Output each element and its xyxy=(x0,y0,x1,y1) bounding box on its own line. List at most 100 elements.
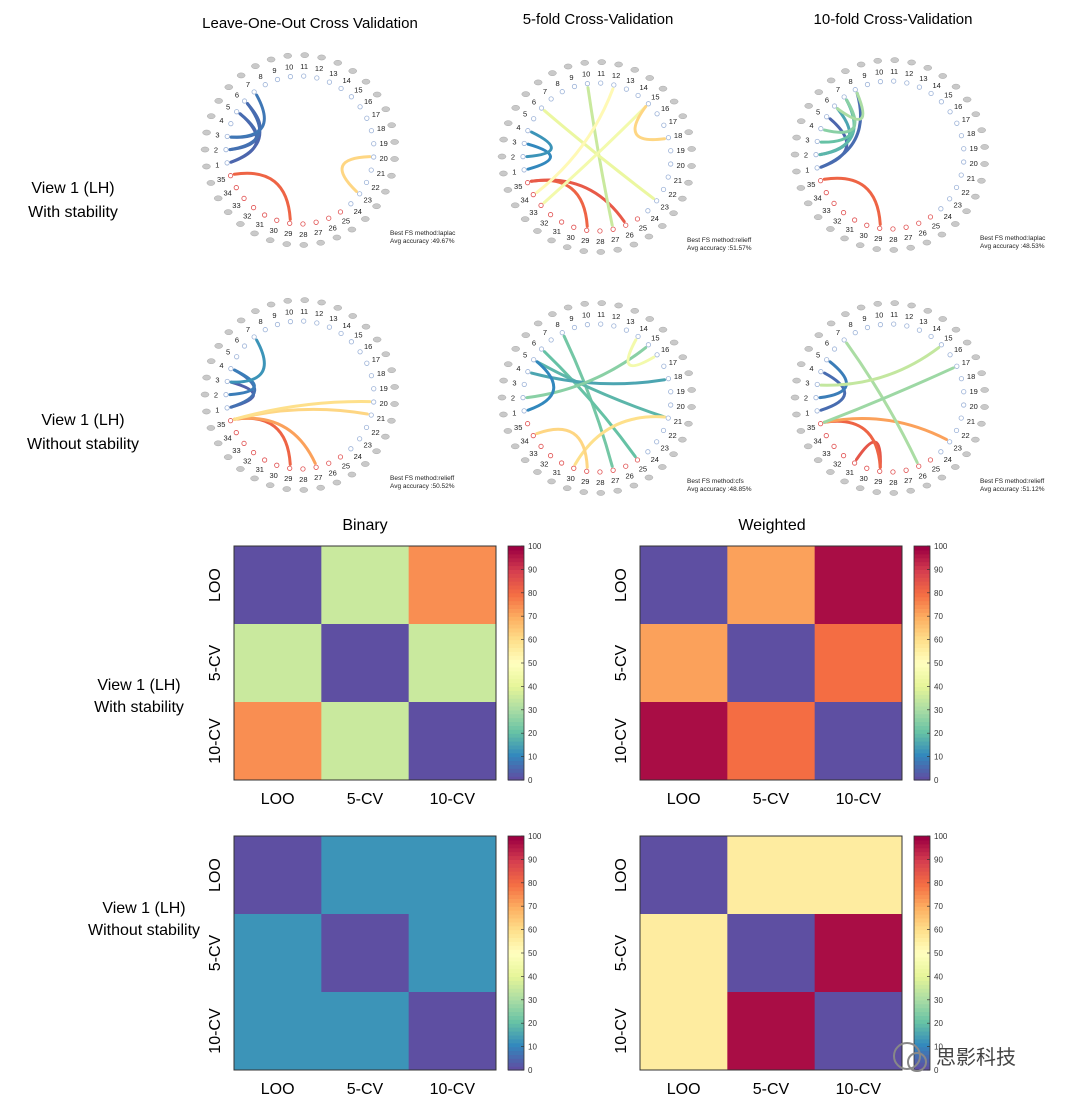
colorbar-tick-label: 100 xyxy=(934,832,948,841)
colorbar-segment xyxy=(508,843,524,849)
ring-label: 6 xyxy=(825,338,829,347)
brain-thumbnail-icon xyxy=(381,351,390,358)
ring-label: 11 xyxy=(597,69,605,78)
colorbar-segment xyxy=(508,565,524,570)
colorbar-segment xyxy=(508,972,524,977)
ring-label: 19 xyxy=(380,384,388,393)
colorbar-segment xyxy=(914,1042,930,1048)
colorbar-segment xyxy=(914,549,930,555)
heatmap-cell xyxy=(727,914,816,993)
ring-node xyxy=(668,161,674,167)
brain-thumbnail-icon xyxy=(678,436,687,443)
colorbar-tick-label: 50 xyxy=(934,659,943,668)
colorbar-tick-label: 30 xyxy=(934,996,943,1005)
ring-node xyxy=(234,354,240,360)
colorbar-segment xyxy=(914,1054,930,1059)
brain-thumbnail-icon xyxy=(792,134,801,141)
ring-label: 23 xyxy=(364,441,372,450)
brain-thumbnail-icon xyxy=(669,98,679,105)
brain-thumbnail-icon xyxy=(937,231,947,238)
brain-thumbnail-icon xyxy=(520,457,530,463)
colorbar-segment xyxy=(914,581,930,586)
colorbar-segment xyxy=(508,960,524,966)
ring-label: 23 xyxy=(661,444,669,453)
colorbar-segment xyxy=(508,953,524,958)
y-tick-label: 5-CV xyxy=(613,644,630,681)
brain-thumbnail-icon xyxy=(348,68,357,74)
ring-node xyxy=(251,334,257,340)
colorbar-segment xyxy=(508,744,524,750)
ring-node xyxy=(223,147,229,153)
brain-thumbnail-icon xyxy=(840,478,849,485)
brain-thumbnail-icon xyxy=(906,244,915,251)
colorbar-segment xyxy=(914,702,930,707)
colorbar-segment xyxy=(508,886,524,892)
ring-label: 14 xyxy=(932,81,940,90)
y-tick-label: 10-CV xyxy=(207,718,224,764)
brain-thumbnail-icon xyxy=(316,239,325,246)
connectivity-link xyxy=(822,176,882,226)
ring-label: 10 xyxy=(875,68,883,77)
ring-node xyxy=(852,87,858,93)
brain-thumbnail-icon xyxy=(951,221,960,227)
ring-label: 27 xyxy=(611,235,619,244)
ring-node xyxy=(665,415,671,421)
heatmap-cell xyxy=(640,624,728,703)
colorbar-segment xyxy=(508,925,524,931)
ring-label: 20 xyxy=(379,399,387,408)
colorbar-tick-label: 50 xyxy=(528,949,537,958)
ring-label: 33 xyxy=(232,201,240,210)
brain-thumbnail-icon xyxy=(372,203,381,210)
ring-node xyxy=(903,224,909,230)
colorbar-tick-label: 0 xyxy=(528,1066,533,1075)
ring-node xyxy=(947,352,953,358)
ring-node xyxy=(928,333,934,340)
fs-method-text: Best FS method:relieff xyxy=(687,237,751,244)
brain-thumbnail-icon xyxy=(250,230,259,237)
ring-label: 5 xyxy=(226,348,230,357)
colorbar-segment xyxy=(914,836,930,841)
wechat-icon-inner xyxy=(907,1052,927,1072)
colorbar-segment xyxy=(508,651,524,656)
brain-thumbnail-icon xyxy=(971,111,980,118)
brain-thumbnail-icon xyxy=(644,474,654,481)
colorbar-segment xyxy=(508,992,524,997)
ring-node xyxy=(890,469,896,475)
ring-node xyxy=(326,79,333,85)
colorbar-segment xyxy=(508,890,524,896)
colorbar-tick-label: 100 xyxy=(934,542,948,551)
brain-thumbnail-icon xyxy=(658,223,667,229)
ring-label: 35 xyxy=(514,182,522,191)
connectivity-link xyxy=(819,91,862,169)
colorbar-segment xyxy=(914,725,930,730)
ring-node xyxy=(559,460,565,466)
ring-label: 8 xyxy=(258,317,262,326)
colorbar-segment xyxy=(914,1011,930,1016)
ring-node xyxy=(571,224,577,230)
brain-thumbnail-icon xyxy=(533,320,543,327)
brain-thumbnail-icon xyxy=(533,228,542,234)
colorbar-segment xyxy=(508,588,524,594)
brain-thumbnail-icon xyxy=(348,313,357,319)
ring-label: 4 xyxy=(516,364,520,373)
ring-label: 27 xyxy=(611,476,619,485)
colorbar-segment xyxy=(914,655,930,660)
ring-label: 16 xyxy=(364,97,372,106)
brain-thumbnail-icon xyxy=(613,487,622,494)
ring-node xyxy=(525,128,531,134)
colorbar-segment xyxy=(508,546,524,551)
brain-thumbnail-icon xyxy=(669,210,678,217)
colorbar-segment xyxy=(508,639,524,645)
heatmap-cell xyxy=(321,624,410,703)
x-tick-label: 5-CV xyxy=(347,1081,384,1098)
ring-label: 7 xyxy=(836,85,840,94)
ring-label: 14 xyxy=(932,324,940,333)
brain-thumbnail-icon xyxy=(614,61,623,68)
colorbar-segment xyxy=(914,748,930,754)
ring-label: 17 xyxy=(669,358,677,367)
colorbar-segment xyxy=(914,635,930,641)
ring-label: 28 xyxy=(889,478,897,487)
y-tick-label: LOO xyxy=(207,858,224,892)
colorbar-segment xyxy=(508,678,524,684)
colorbar-segment xyxy=(914,670,930,676)
